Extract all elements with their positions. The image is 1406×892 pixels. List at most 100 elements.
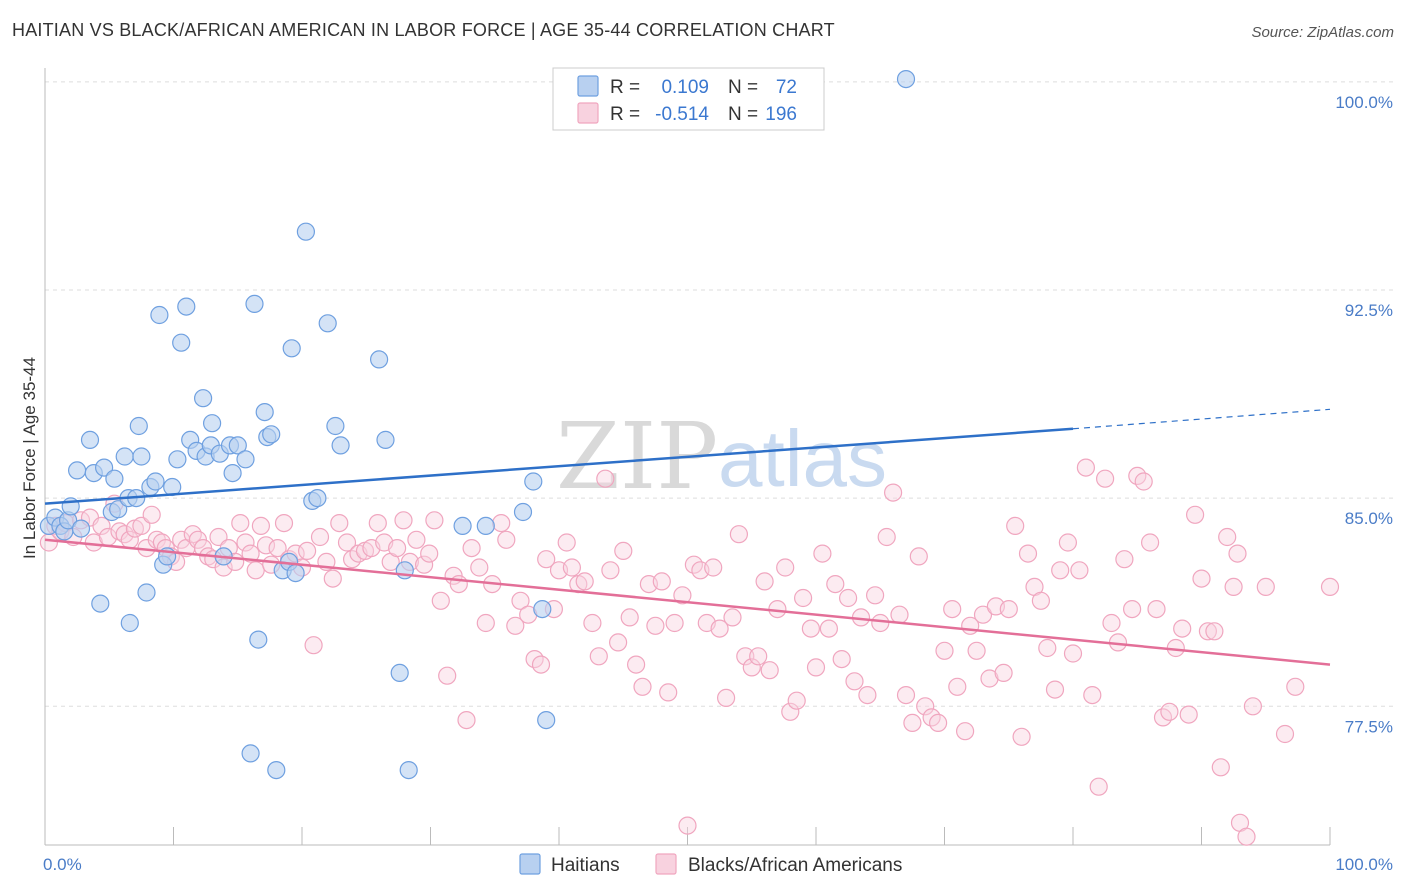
point-blacks-191 <box>1228 544 1247 563</box>
point-blacks-113 <box>729 525 749 544</box>
point-haitians-54 <box>296 222 315 241</box>
point-blacks-174 <box>1122 599 1142 619</box>
y-tick-label-3: 77.5% <box>1345 717 1393 736</box>
point-haitians-29 <box>172 333 191 352</box>
point-blacks-98 <box>633 677 652 696</box>
point-haitians-20 <box>132 447 151 466</box>
point-blacks-96 <box>620 608 639 627</box>
point-haitians-61 <box>376 430 395 449</box>
point-blacks-171 <box>1102 613 1121 633</box>
trend-lines <box>44 408 1331 666</box>
point-haitians-56 <box>308 489 327 508</box>
x-tick-min: 0.0% <box>43 855 82 874</box>
point-blacks-101 <box>652 572 671 591</box>
point-haitians-45 <box>249 630 268 649</box>
point-blacks-8 <box>92 516 111 536</box>
point-haitians-49 <box>267 760 286 780</box>
point-haitians-48 <box>262 425 281 444</box>
point-blacks-176 <box>1134 472 1153 491</box>
point-blacks-126 <box>813 544 832 563</box>
point-haitians-28 <box>168 450 187 469</box>
legend-r-value-1: 0.109 <box>661 77 709 98</box>
point-blacks-73 <box>470 558 489 577</box>
point-haitians-23 <box>146 472 165 491</box>
point-blacks-197 <box>1286 677 1305 696</box>
axes <box>44 68 1331 846</box>
point-blacks-125 <box>806 658 826 677</box>
point-blacks-178 <box>1147 599 1166 619</box>
legend-n-label-2: N = <box>728 104 758 125</box>
chart-source: Source: ZipAtlas.com <box>1251 24 1394 41</box>
point-blacks-91 <box>589 647 608 666</box>
point-blacks-144 <box>928 713 948 733</box>
point-blacks-151 <box>973 605 993 624</box>
gridlines <box>45 81 1393 707</box>
point-blacks-38 <box>251 516 270 536</box>
point-blacks-145 <box>935 641 954 660</box>
point-haitians-6 <box>67 461 87 480</box>
point-blacks-114 <box>736 647 755 666</box>
point-blacks-93 <box>601 561 620 580</box>
bottom-legend-swatch-haitians <box>519 853 541 875</box>
point-haitians-41 <box>228 436 247 455</box>
point-blacks-154 <box>994 663 1013 683</box>
point-haitians-66 <box>476 516 495 536</box>
bottom-legend-swatch-blacks <box>655 853 677 875</box>
point-blacks-76 <box>492 513 511 533</box>
point-blacks-150 <box>967 641 986 660</box>
point-blacks-37 <box>246 561 265 580</box>
point-haitians-52 <box>282 339 301 358</box>
trend-line-blacks <box>44 538 1331 666</box>
point-blacks-34 <box>231 513 250 533</box>
point-blacks-36 <box>241 544 260 563</box>
point-haitians-11 <box>94 458 114 477</box>
point-blacks-111 <box>716 688 736 708</box>
point-blacks-100 <box>646 616 665 635</box>
point-blacks-186 <box>1198 622 1218 641</box>
point-blacks-161 <box>1038 638 1057 658</box>
chart-title: HAITIAN VS BLACK/AFRICAN AMERICAN IN LAB… <box>12 20 835 40</box>
point-blacks-77 <box>497 530 516 549</box>
point-blacks-64 <box>415 555 434 574</box>
point-blacks-177 <box>1140 533 1160 552</box>
point-blacks-78 <box>506 616 525 635</box>
point-blacks-124 <box>801 619 821 638</box>
point-blacks-184 <box>1185 505 1205 524</box>
point-blacks-158 <box>1018 544 1038 563</box>
point-blacks-39 <box>256 536 276 555</box>
point-blacks-148 <box>955 722 975 741</box>
point-blacks-160 <box>1031 591 1051 610</box>
point-blacks-190 <box>1224 577 1243 597</box>
point-blacks-168 <box>1083 685 1102 705</box>
point-blacks-169 <box>1089 777 1108 796</box>
point-blacks-122 <box>787 691 806 710</box>
point-blacks-164 <box>1058 533 1078 552</box>
trend-line-haitians <box>44 427 1074 505</box>
point-blacks-63 <box>407 530 426 549</box>
point-haitians-69 <box>533 599 552 619</box>
y-tick-labels: 100.0% 92.5% 85.0% 77.5% <box>1335 93 1393 736</box>
point-haitians-36 <box>203 414 222 433</box>
point-blacks-15 <box>132 516 151 536</box>
point-blacks-110 <box>710 619 729 638</box>
point-blacks-95 <box>614 541 633 561</box>
point-haitians-13 <box>105 469 124 488</box>
point-blacks-120 <box>776 558 795 577</box>
bottom-legend: Haitians Blacks/African Americans <box>519 853 902 876</box>
point-blacks-66 <box>425 511 444 530</box>
point-haitians-42 <box>236 450 255 469</box>
watermark: ZIP atlas <box>556 403 887 510</box>
point-blacks-71 <box>457 710 476 730</box>
point-blacks-65 <box>420 544 439 563</box>
point-blacks-189 <box>1218 527 1237 547</box>
point-blacks-185 <box>1192 569 1211 588</box>
point-blacks-90 <box>583 613 602 633</box>
legend-r-value-2: -0.514 <box>655 104 709 125</box>
point-blacks-41 <box>268 538 287 558</box>
legend-swatch-blacks <box>577 102 599 124</box>
point-blacks-104 <box>673 586 692 605</box>
point-blacks-89 <box>575 572 594 591</box>
legend-swatch-haitians <box>577 75 599 97</box>
point-blacks-147 <box>948 677 967 696</box>
